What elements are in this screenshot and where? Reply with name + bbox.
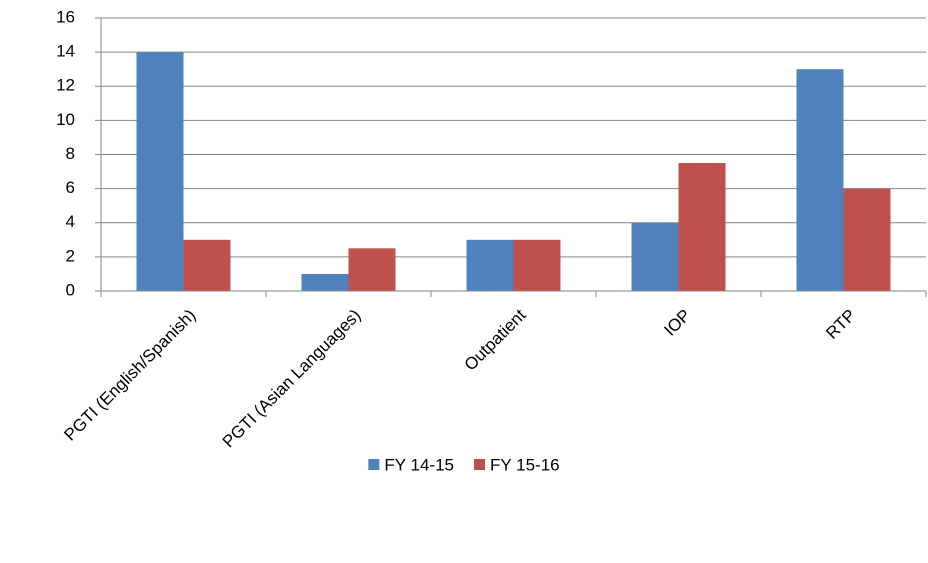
y-tick-label: 0: [66, 280, 75, 299]
legend-label: FY 14-15: [384, 455, 454, 474]
bar: [513, 239, 561, 291]
y-tick-label: 10: [56, 110, 75, 129]
y-tick-label: 8: [66, 144, 75, 163]
bar: [183, 239, 231, 291]
x-tick-label: IOP: [660, 306, 694, 340]
bar: [301, 273, 349, 291]
x-tick-label: PGTI (English/Spanish): [60, 306, 199, 445]
bar: [631, 222, 679, 291]
x-tick-label: RTP: [822, 306, 859, 343]
legend-swatch: [368, 459, 380, 470]
y-tick-label: 12: [56, 76, 75, 95]
y-tick-label: 14: [56, 42, 75, 61]
bar: [796, 69, 844, 291]
y-tick-label: 16: [56, 7, 75, 26]
bar: [136, 52, 184, 291]
legend-swatch: [474, 459, 485, 470]
x-tick-label: Outpatient: [461, 305, 530, 374]
legend-label: FY 15-16: [490, 455, 560, 474]
bar: [678, 163, 726, 291]
x-tick-label: PGTI (Asian Languages): [219, 306, 365, 452]
bar: [466, 239, 514, 291]
bar: [348, 248, 396, 291]
legend: FY 14-15 FY 15-16: [368, 455, 560, 474]
y-tick-label: 4: [66, 212, 75, 231]
y-tick-label: 2: [66, 246, 75, 265]
y-tick-label: 6: [66, 178, 75, 197]
bar: [843, 188, 891, 291]
